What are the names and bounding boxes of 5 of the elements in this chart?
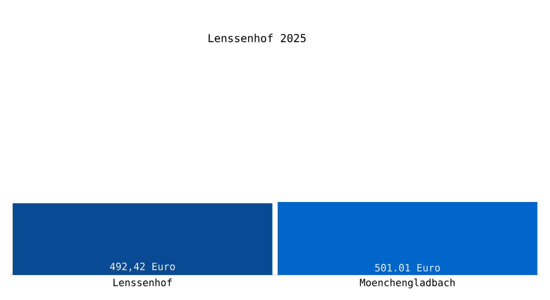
x-tick-label: Lenssenhof [114, 278, 172, 286]
chart-title: Lenssenhof 2025 [208, 34, 306, 42]
data-label: 492,42 Euro [110, 262, 175, 272]
data-label: 501.01 Euro [375, 264, 440, 272]
x-tick-label: Moenchengladbach [360, 278, 455, 288]
